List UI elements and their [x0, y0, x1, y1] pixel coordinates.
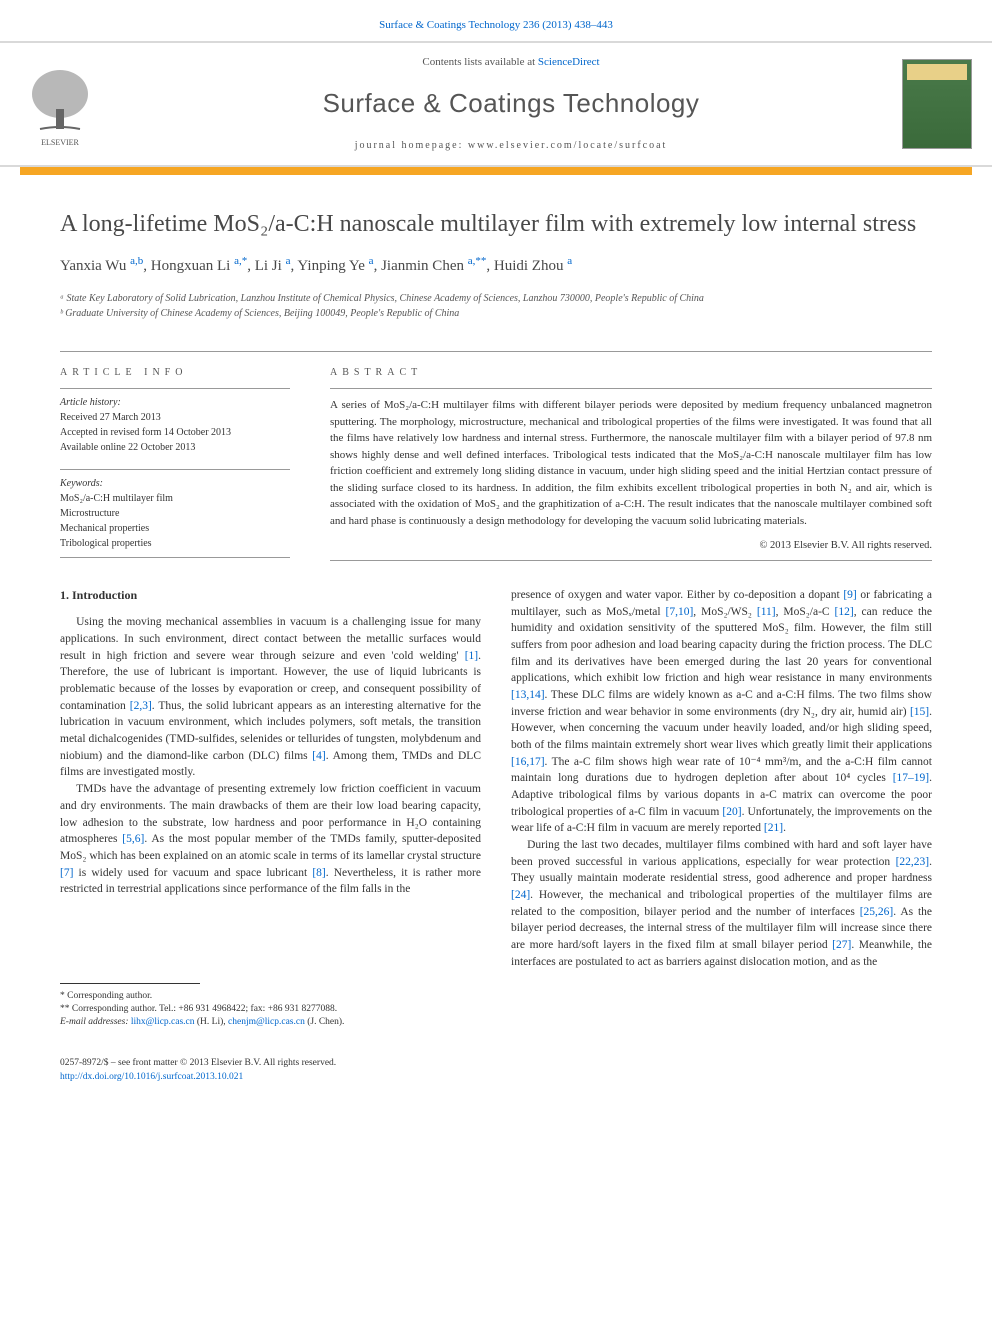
abstract-copyright: © 2013 Elsevier B.V. All rights reserved…: [330, 539, 932, 554]
affiliation-b: ᵇ Graduate University of Chinese Academy…: [60, 306, 932, 321]
abstract-heading: ABSTRACT: [330, 366, 932, 380]
abstract-text: A series of MoS₂/a-C:H multilayer films …: [330, 397, 932, 529]
issn-line: 0257-8972/$ – see front matter © 2013 El…: [60, 1057, 336, 1070]
footnote-rule: [60, 983, 200, 984]
footer-left: 0257-8972/$ – see front matter © 2013 El…: [60, 1057, 336, 1084]
body-paragraph: presence of oxygen and water vapor. Eith…: [511, 587, 932, 837]
meta-row: ARTICLE INFO Article history: Received 2…: [0, 352, 992, 561]
footnote-emails: E-mail addresses: lihx@licp.cas.cn (H. L…: [60, 1016, 932, 1029]
history-online: Available online 22 October 2013: [60, 440, 290, 455]
keyword-item: MoS₂/a-C:H multilayer film: [60, 491, 290, 506]
history-accepted: Accepted in revised form 14 October 2013: [60, 425, 290, 440]
accent-rule: [20, 167, 972, 175]
keyword-item: Mechanical properties: [60, 521, 290, 536]
svg-text:ELSEVIER: ELSEVIER: [41, 138, 79, 147]
journal-header-bar: ELSEVIER Contents lists available at Sci…: [0, 41, 992, 167]
column-right: presence of oxygen and water vapor. Eith…: [511, 587, 932, 970]
body-paragraph: Using the moving mechanical assemblies i…: [60, 614, 481, 781]
abstract-column: ABSTRACT A series of MoS₂/a-C:H multilay…: [330, 366, 932, 561]
sciencedirect-line: Contents lists available at ScienceDirec…: [120, 55, 902, 70]
footnote-corr2: ** Corresponding author. Tel.: +86 931 4…: [60, 1003, 932, 1016]
header-center: Contents lists available at ScienceDirec…: [120, 55, 902, 153]
homepage-line: journal homepage: www.elsevier.com/locat…: [120, 139, 902, 153]
body-columns: 1. Introduction Using the moving mechani…: [0, 561, 992, 970]
article-header: A long-lifetime MoS₂/a-C:H nanoscale mul…: [0, 175, 992, 337]
journal-link[interactable]: Surface & Coatings Technology 236 (2013)…: [379, 19, 613, 31]
corresponding-author-footnotes: * Corresponding author. ** Corresponding…: [0, 971, 992, 1050]
homepage-url[interactable]: www.elsevier.com/locate/surfcoat: [468, 140, 667, 151]
keyword-item: Tribological properties: [60, 536, 290, 551]
email-link[interactable]: lihx@licp.cas.cn: [131, 1017, 195, 1027]
history-received: Received 27 March 2013: [60, 410, 290, 425]
elsevier-logo: ELSEVIER: [20, 59, 100, 149]
journal-name: Surface & Coatings Technology: [120, 85, 902, 121]
article-history-block: Article history: Received 27 March 2013 …: [60, 388, 290, 455]
keyword-item: Microstructure: [60, 506, 290, 521]
author-list: Yanxia Wu a,b, Hongxuan Li a,*, Li Ji a,…: [60, 254, 932, 277]
history-label: Article history:: [60, 395, 290, 410]
article-info-heading: ARTICLE INFO: [60, 366, 290, 380]
article-info-column: ARTICLE INFO Article history: Received 2…: [60, 366, 290, 561]
journal-cover-thumbnail: [902, 59, 972, 149]
column-left: 1. Introduction Using the moving mechani…: [60, 587, 481, 970]
section-heading-intro: 1. Introduction: [60, 587, 481, 604]
sciencedirect-link[interactable]: ScienceDirect: [538, 56, 600, 68]
body-paragraph: TMDs have the advantage of presenting ex…: [60, 781, 481, 898]
page-footer: 0257-8972/$ – see front matter © 2013 El…: [0, 1049, 992, 1100]
keywords-label: Keywords:: [60, 476, 290, 491]
keywords-block: Keywords: MoS₂/a-C:H multilayer film Mic…: [60, 469, 290, 558]
body-paragraph: During the last two decades, multilayer …: [511, 837, 932, 970]
footnote-corr1: * Corresponding author.: [60, 990, 932, 1003]
affiliation-a: ᵃ State Key Laboratory of Solid Lubricat…: [60, 291, 932, 306]
top-citation-link: Surface & Coatings Technology 236 (2013)…: [0, 0, 992, 41]
email-link[interactable]: chenjm@licp.cas.cn: [228, 1017, 305, 1027]
article-title: A long-lifetime MoS₂/a-C:H nanoscale mul…: [60, 209, 932, 240]
doi-link[interactable]: http://dx.doi.org/10.1016/j.surfcoat.201…: [60, 1072, 243, 1082]
